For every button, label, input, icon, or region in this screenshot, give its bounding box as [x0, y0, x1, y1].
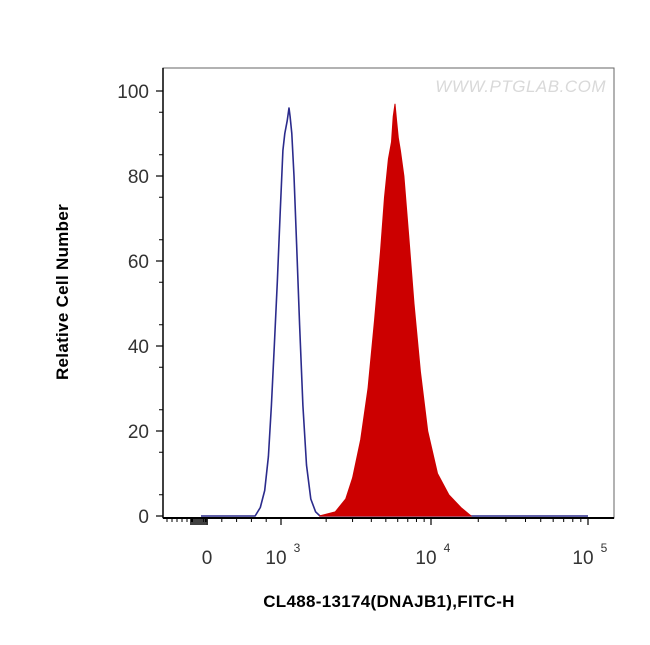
- y-axis-title: Relative Cell Number: [53, 204, 72, 380]
- x-tick-label: 0: [202, 548, 213, 569]
- x-tick-label: 10: [265, 548, 286, 569]
- x-tick-label: 10: [415, 548, 436, 569]
- y-tick-label: 80: [128, 167, 149, 188]
- histogram-stained-filled: [319, 103, 473, 517]
- histogram-control-outline: [201, 107, 588, 517]
- x-tick-exponent: 3: [294, 541, 301, 555]
- y-tick-label: 100: [117, 82, 149, 103]
- x-tick-label: 10: [572, 548, 593, 569]
- y-tick-label: 40: [128, 337, 149, 358]
- series-layer: [201, 103, 588, 517]
- plot-frame: [162, 67, 615, 519]
- watermark: WWW.PTGLAB.COM: [435, 77, 606, 96]
- y-tick-label: 20: [128, 422, 149, 443]
- x-axis-title: CL488-13174(DNAJB1),FITC-H: [263, 592, 515, 611]
- y-tick-label: 60: [128, 252, 149, 273]
- x-tick-exponent: 4: [444, 541, 451, 555]
- x-tick-exponent: 5: [601, 541, 608, 555]
- y-tick-label: 0: [138, 507, 149, 528]
- y-axis: 0 20 40 60 80 100: [117, 82, 163, 528]
- x-axis: 0 10 3 10 4 10 5: [166, 518, 608, 569]
